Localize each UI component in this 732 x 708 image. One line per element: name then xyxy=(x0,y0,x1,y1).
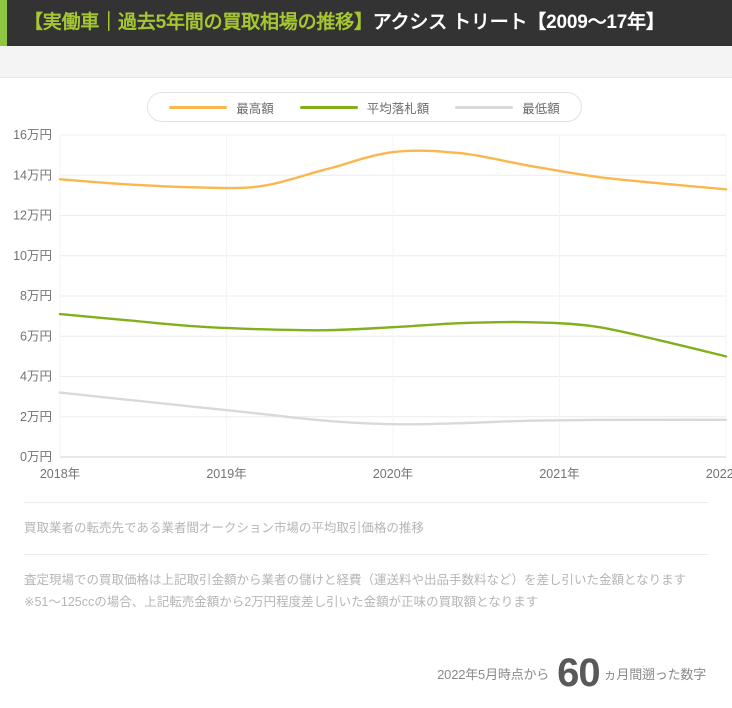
series-line-0 xyxy=(58,149,728,191)
chart-card: 最高額 平均落札額 最低額 0万円 2万円 4万円 6万円 8万円 10万円 12万円 14万… xyxy=(0,78,732,502)
y-axis-tick-label: 12万円 xyxy=(13,209,52,223)
y-axis-tick-label: 2万円 xyxy=(20,410,52,424)
header-accent-bar xyxy=(0,0,7,46)
chart-footer: 2022年5月時点から 60 ヵ月間遡った数字 xyxy=(0,650,732,696)
note-line-2: 査定現場での買取価格は上記取引金額から業者の儲けと経費（運送料や出品手数料など）… xyxy=(24,570,708,592)
x-axis-tick-label: 2018年 xyxy=(40,467,80,481)
series-line-2 xyxy=(58,391,728,426)
chart-legend: 最高額 平均落札額 最低額 xyxy=(147,92,582,122)
legend-swatch-average xyxy=(299,105,358,109)
x-axis-tick-label: 2019年 xyxy=(206,467,246,481)
note-block-1: 買取業者の転売先である業者間オークション市場の平均取引価格の推移 xyxy=(24,502,708,554)
y-axis-tick-label: 14万円 xyxy=(13,168,52,182)
x-axis-tick-label: 2021年 xyxy=(539,467,579,481)
footer-prefix: 2022年5月時点から xyxy=(437,666,550,682)
x-axis-tick-label: 2022年 xyxy=(706,467,732,481)
legend-label-max: 最高額 xyxy=(236,101,274,116)
page-title: 【実働車｜過去5年間の買取相場の推移】アクシス トリート【2009〜17年】 xyxy=(7,0,665,46)
note-line-3: ※51〜125ccの場合、上記転売金額から2万円程度差し引いた金額が正味の買取額… xyxy=(24,594,539,609)
y-axis-tick-label: 4万円 xyxy=(20,370,52,384)
note-line-2a: 査定現場での買取価格は上記取引金額から業者の儲けと経費（運送料や出品手数料など）… xyxy=(24,572,662,587)
legend-item-max[interactable]: 最高額 xyxy=(169,98,274,117)
y-axis-tick-label: 10万円 xyxy=(13,249,52,263)
page-title-green: 【実働車｜過去5年間の買取相場の推移】 xyxy=(24,12,373,33)
y-axis-tick-label: 8万円 xyxy=(20,289,52,303)
y-axis-tick-label: 6万円 xyxy=(20,329,52,343)
note-line-2b: ます xyxy=(661,572,687,587)
page-title-white: アクシス トリート【2009〜17年】 xyxy=(372,12,665,33)
sub-header-band xyxy=(0,46,732,78)
y-axis-tick-label: 16万円 xyxy=(13,128,52,142)
footer-months-number: 60 xyxy=(557,651,600,695)
y-axis-tick-label: 0万円 xyxy=(20,450,52,464)
legend-item-average[interactable]: 平均落札額 xyxy=(299,98,430,117)
note-block-2: 査定現場での買取価格は上記取引金額から業者の儲けと経費（運送料や出品手数料など）… xyxy=(24,553,708,628)
legend-swatch-min xyxy=(455,105,514,109)
x-axis-tick-label: 2020年 xyxy=(373,467,413,481)
line-chart: 0万円 2万円 4万円 6万円 8万円 10万円 12万円 14万円 16万円 2018年 2019… xyxy=(13,128,732,481)
page-header: 【実働車｜過去5年間の買取相場の推移】アクシス トリート【2009〜17年】 xyxy=(0,0,732,46)
legend-swatch-max xyxy=(169,105,228,109)
note-line-1: 買取業者の転売先である業者間オークション市場の平均取引価格の推移 xyxy=(24,521,424,535)
legend-label-min: 最低額 xyxy=(522,101,560,116)
legend-label-average: 平均落札額 xyxy=(366,101,430,116)
footer-suffix: ヵ月間遡った数字 xyxy=(603,666,707,682)
series-line-1 xyxy=(58,312,728,358)
legend-item-min[interactable]: 最低額 xyxy=(455,98,560,117)
chart-plot-area: 0万円 2万円 4万円 6万円 8万円 10万円 12万円 14万円 16万円 2018年 2019… xyxy=(0,122,732,502)
chart-notes: 買取業者の転売先である業者間オークション市場の平均取引価格の推移 査定現場での買… xyxy=(0,502,732,628)
